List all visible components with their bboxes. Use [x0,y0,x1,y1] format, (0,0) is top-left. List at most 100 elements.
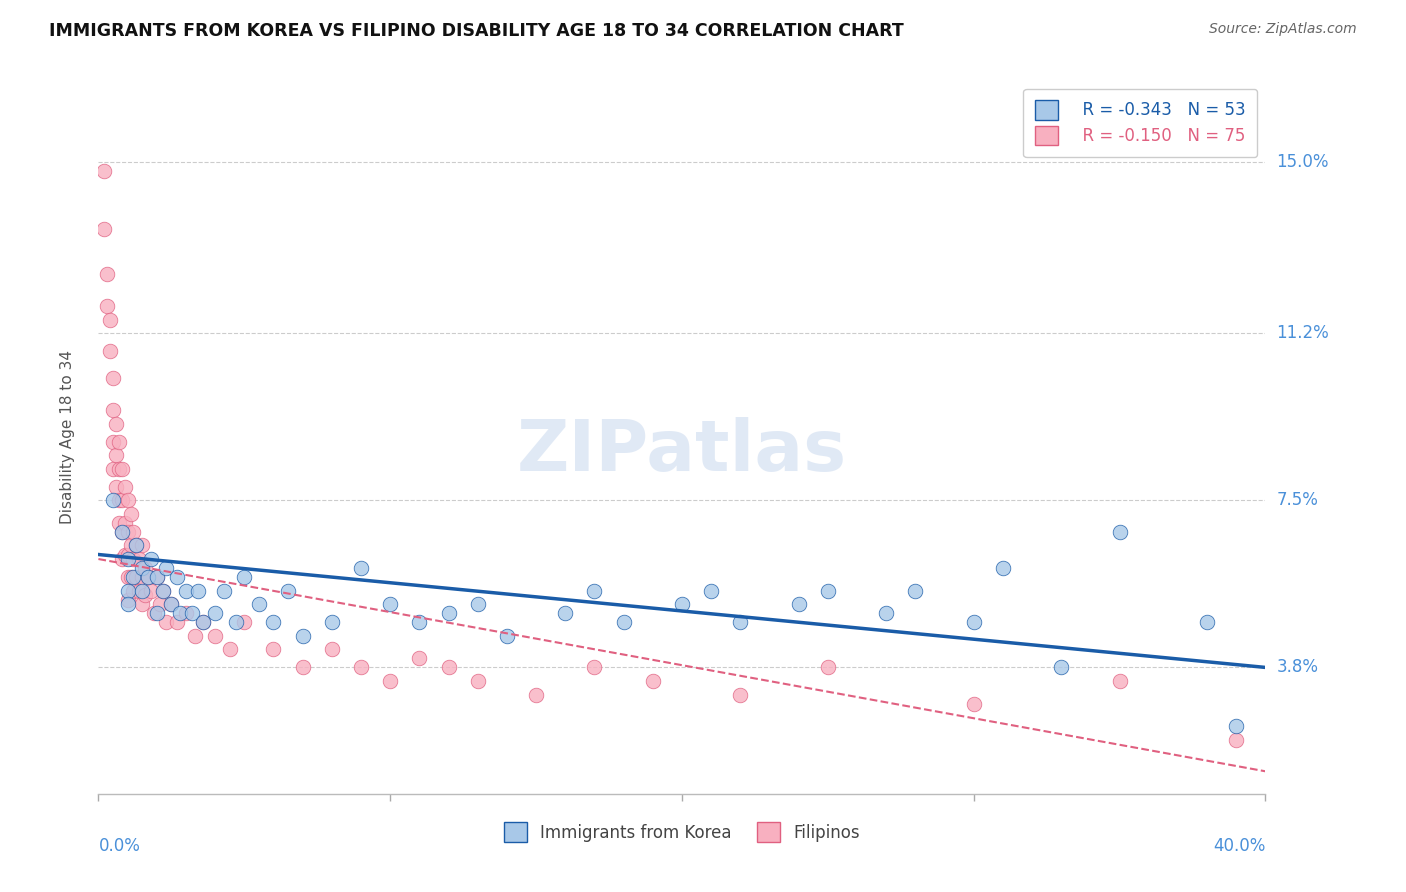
Point [139,583,162,598]
Point [671,597,693,611]
Point [101,493,124,508]
Point [180,606,202,620]
Point [104,417,127,431]
Point [155,615,177,630]
Point [108,516,131,530]
Point [524,688,547,702]
Point [225,615,247,630]
Point [875,606,897,620]
Text: 7.5%: 7.5% [1277,491,1319,509]
Point [114,480,136,494]
Point [136,570,159,584]
Point [408,651,430,665]
Point [131,583,153,598]
Point [98,344,121,359]
Point [96,299,118,313]
Point [962,615,984,630]
Point [122,552,145,566]
Y-axis label: Disability Age 18 to 34: Disability Age 18 to 34 [60,350,75,524]
Point [183,629,205,643]
Point [108,493,131,508]
Point [117,592,139,607]
Text: ZIPatlas: ZIPatlas [517,417,846,486]
Legend: Immigrants from Korea, Filipinos: Immigrants from Korea, Filipinos [492,811,872,854]
Point [160,597,183,611]
Point [146,606,169,620]
Point [730,688,752,702]
Point [101,403,124,417]
Point [408,615,430,630]
Point [125,539,148,553]
Point [111,461,134,475]
Point [204,606,226,620]
Point [131,539,153,553]
Point [139,552,162,566]
Point [111,552,134,566]
Text: 11.2%: 11.2% [1277,324,1329,343]
Point [117,583,139,598]
Point [93,222,115,236]
Point [131,570,153,584]
Point [122,583,145,598]
Point [160,597,183,611]
Point [174,606,197,620]
Point [128,583,150,598]
Point [321,642,343,657]
Point [350,561,373,575]
Point [152,583,174,598]
Point [262,642,284,657]
Point [174,583,197,598]
Point [114,516,136,530]
Point [104,480,127,494]
Point [193,615,215,630]
Point [128,552,150,566]
Point [108,434,131,449]
Point [101,461,124,475]
Point [111,493,134,508]
Point [218,642,240,657]
Point [350,660,373,674]
Point [131,597,153,611]
Point [117,597,139,611]
Point [554,606,576,620]
Point [125,570,148,584]
Point [233,615,256,630]
Point [117,524,139,539]
Point [125,539,148,553]
Point [817,583,839,598]
Text: 3.8%: 3.8% [1277,658,1319,676]
Point [120,539,142,553]
Point [787,597,810,611]
Point [277,583,299,598]
Point [583,583,606,598]
Point [700,583,723,598]
Point [98,312,121,326]
Point [1195,615,1218,630]
Point [93,163,115,178]
Point [117,570,139,584]
Point [291,629,314,643]
Point [962,697,984,711]
Point [117,552,139,566]
Point [233,570,256,584]
Point [111,524,134,539]
Point [467,673,489,688]
Point [247,597,270,611]
Point [120,507,142,521]
Point [1225,719,1247,733]
Point [108,461,131,475]
Point [291,660,314,674]
Point [212,583,235,598]
Point [136,570,159,584]
Point [111,524,134,539]
Point [131,561,153,575]
Point [380,597,402,611]
Point [1108,673,1130,688]
Point [817,660,839,674]
Point [193,615,215,630]
Point [146,570,169,584]
Point [114,548,136,562]
Point [262,615,284,630]
Point [134,588,156,602]
Point [117,548,139,562]
